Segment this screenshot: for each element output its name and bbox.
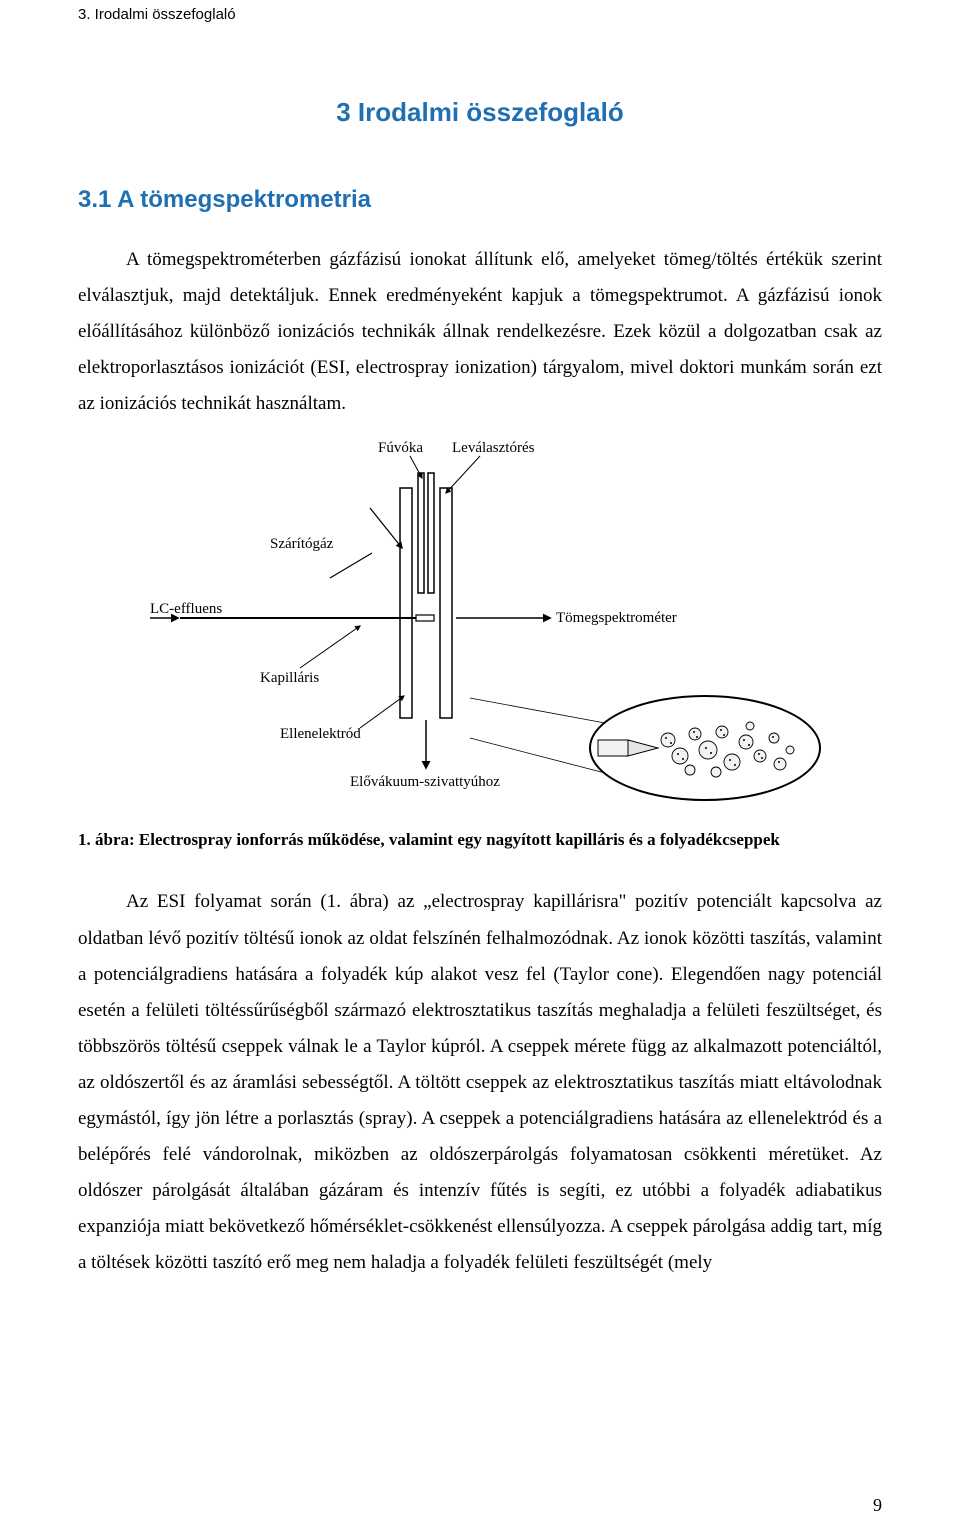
label-levalasztores: Leválasztórés bbox=[452, 440, 535, 456]
running-head: 3. Irodalmi összefoglaló bbox=[78, 0, 882, 27]
paragraph-2: Az ESI folyamat során (1. ábra) az „elec… bbox=[78, 884, 882, 1281]
paragraph-1: A tömegspektrométerben gázfázisú ionokat… bbox=[78, 242, 882, 422]
electrospray-diagram: Fúvóka Leválasztórés Szárítógáz LC-efflu… bbox=[120, 438, 840, 808]
figure-caption: 1. ábra: Electrospray ionforrás működése… bbox=[78, 830, 882, 850]
page: 3. Irodalmi összefoglaló 3 Irodalmi össz… bbox=[0, 0, 960, 1534]
label-ellenelektrod: Ellenelektród bbox=[280, 726, 361, 742]
section-title: 3.1 A tömegspektrometria bbox=[78, 186, 882, 214]
label-tomegspektrometer: Tömegspektrométer bbox=[556, 610, 677, 626]
figure-electrospray: Fúvóka Leválasztórés Szárítógáz LC-efflu… bbox=[78, 438, 882, 808]
label-szaritogaz: Szárítógáz bbox=[270, 536, 334, 552]
label-elovakuum: Elővákuum-szivattyúhoz bbox=[350, 774, 500, 790]
label-lc-effluens: LC-effluens bbox=[150, 601, 222, 617]
label-fuvoka: Fúvóka bbox=[378, 440, 423, 456]
label-kapillaris: Kapilláris bbox=[260, 670, 319, 686]
chapter-title: 3 Irodalmi összefoglaló bbox=[78, 97, 882, 128]
page-number: 9 bbox=[873, 1495, 882, 1516]
